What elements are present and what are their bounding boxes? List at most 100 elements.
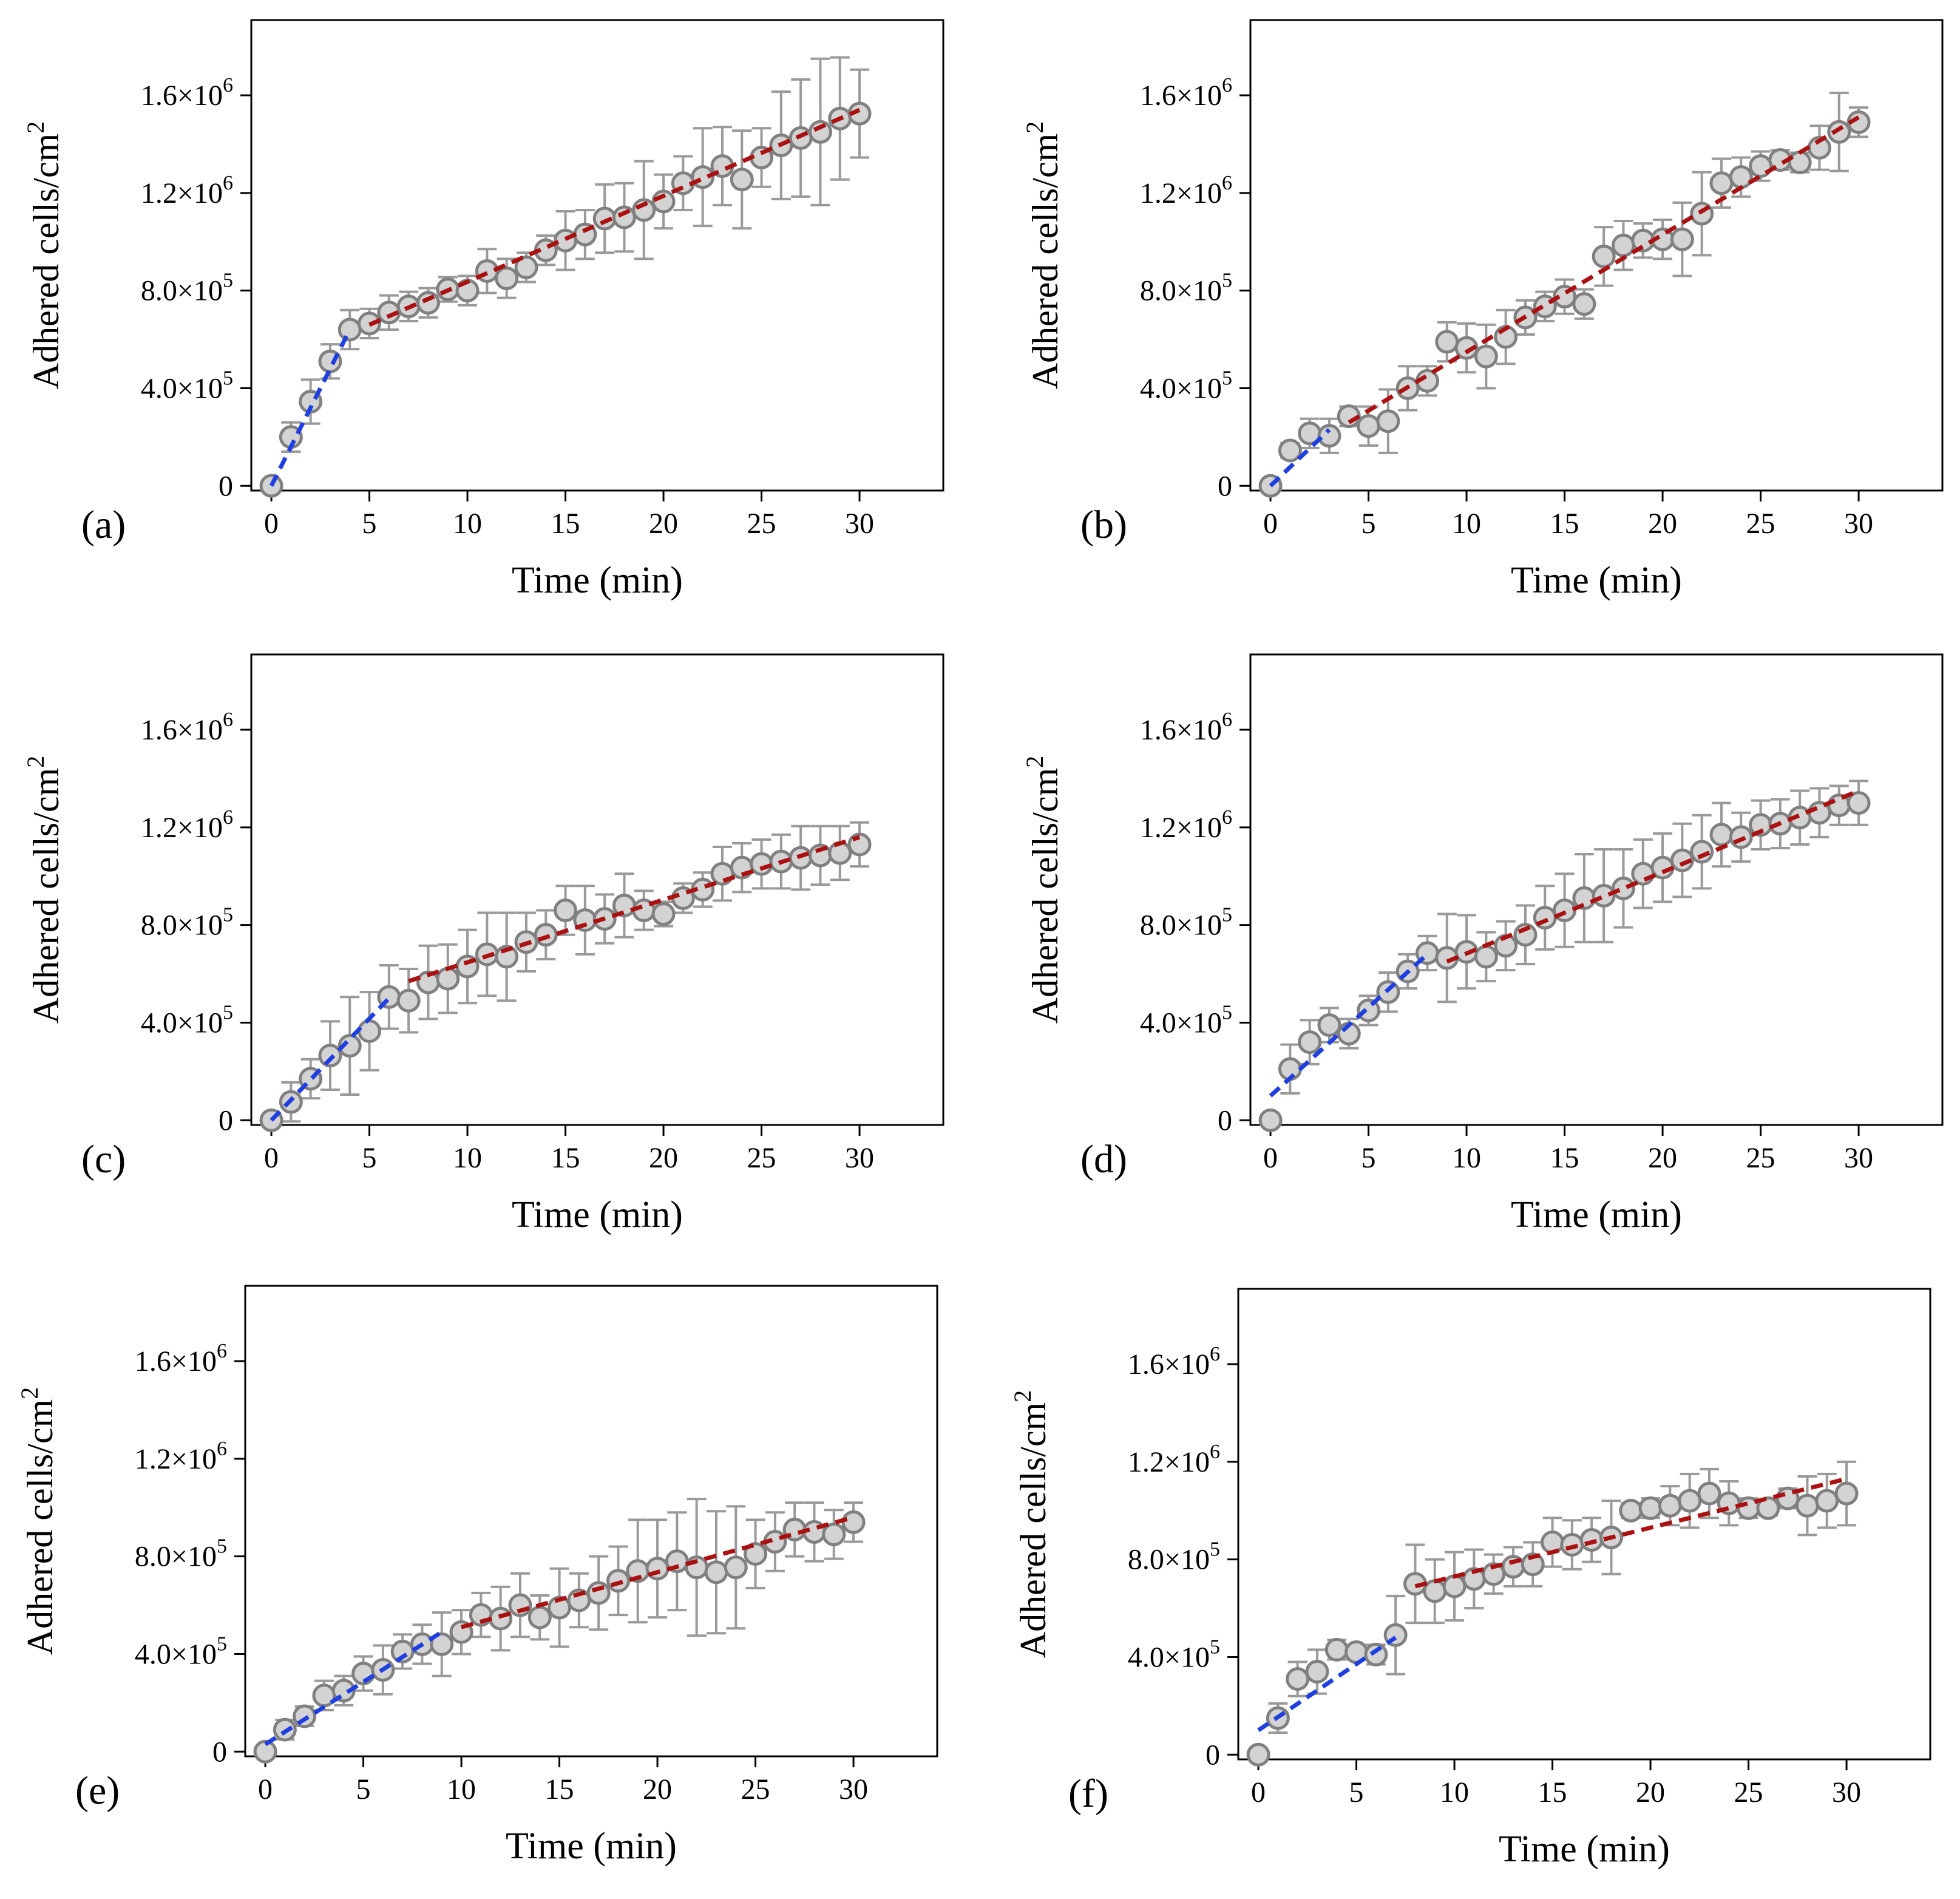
- y-tick-base: 1.2×10: [1140, 177, 1222, 209]
- y-tick-label: 0: [1218, 1104, 1232, 1136]
- data-point: [1442, 1574, 1467, 1598]
- y-axis-label: Adhered cells/cm2: [1021, 121, 1065, 390]
- y-axis-label-text: Adhered cells/cm: [1013, 1402, 1053, 1659]
- data-point: [612, 205, 636, 229]
- y-tick-label: 4.0×105: [1140, 1001, 1232, 1039]
- data-point: [253, 1739, 277, 1764]
- data-point: [1286, 1667, 1310, 1691]
- x-axis-label: Time (min): [1511, 1194, 1682, 1235]
- x-tick-label: 15: [551, 1142, 580, 1174]
- data-point: [337, 1034, 362, 1058]
- data-point: [822, 1522, 846, 1546]
- y-tick-base: 0: [219, 1104, 233, 1136]
- x-tick-label: 20: [649, 1142, 678, 1174]
- y-tick-exponent: 5: [223, 367, 233, 389]
- y-tick-base: 1.6×10: [1140, 714, 1222, 746]
- data-point: [1474, 344, 1498, 369]
- data-point: [592, 206, 617, 231]
- y-tick-base: 8.0×10: [1140, 275, 1222, 307]
- y-tick-label: 1.2×106: [141, 172, 233, 209]
- y-axis-label-text: Adhered cells/cm: [1025, 768, 1065, 1024]
- y-tick-exponent: 6: [223, 806, 233, 829]
- plot-frame: [1249, 653, 1944, 1126]
- x-tick-label: 25: [1746, 1142, 1775, 1174]
- data-point: [1697, 1481, 1721, 1506]
- y-tick-base: 0: [1206, 1739, 1220, 1771]
- y-tick-base: 0: [212, 1736, 227, 1768]
- data-point: [1756, 1496, 1780, 1520]
- data-point: [1572, 292, 1596, 316]
- y-tick-label: 1.6×106: [135, 1340, 227, 1378]
- y-tick-base: 8.0×10: [1140, 909, 1222, 942]
- y-tick-exponent: 6: [223, 708, 233, 731]
- x-tick-label: 20: [649, 508, 678, 540]
- plot-frame: [250, 19, 944, 492]
- fit-line-initial: [1269, 953, 1429, 1098]
- y-tick-base: 8.0×10: [1128, 1544, 1210, 1576]
- y-tick-exponent: 6: [217, 1340, 227, 1362]
- data-point: [828, 841, 852, 865]
- y-tick-exponent: 6: [1222, 708, 1232, 731]
- data-point: [841, 1510, 866, 1534]
- data-point: [1246, 1742, 1270, 1767]
- data-point: [1474, 945, 1498, 969]
- y-tick-label: 0: [219, 1104, 233, 1136]
- y-tick-exponent: 5: [217, 1632, 227, 1655]
- x-tick-label: 10: [453, 1142, 482, 1174]
- data-point: [1670, 848, 1694, 872]
- y-tick-exponent: 6: [1222, 806, 1232, 829]
- chart-panel-d: 0 5 10 15 20 25 3004.0×1058.0×1051.2×1061.6×10…: [1021, 653, 1944, 1235]
- y-axis-label-superscript: 2: [16, 1387, 43, 1399]
- y-axis-label-text: Adhered cells/cm: [26, 768, 66, 1024]
- data-point: [1435, 330, 1459, 354]
- panel-label: (b): [1080, 503, 1127, 547]
- fit-line-later: [1414, 1476, 1847, 1589]
- y-tick-base: 1.2×10: [141, 177, 223, 209]
- data-point: [1423, 1579, 1447, 1603]
- y-tick-exponent: 5: [223, 270, 233, 292]
- plot-frame: [250, 653, 944, 1126]
- y-tick-exponent: 5: [217, 1535, 227, 1558]
- x-tick-label: 25: [1746, 508, 1775, 540]
- data-point: [527, 1605, 552, 1629]
- panel-label: (f): [1068, 1772, 1108, 1816]
- data-point: [1827, 120, 1851, 144]
- y-tick-label: 1.6×106: [141, 708, 233, 746]
- fit-line-later: [461, 1515, 855, 1629]
- y-tick-exponent: 6: [1210, 1441, 1220, 1463]
- x-tick-label: 30: [1844, 1142, 1873, 1174]
- data-point: [358, 1019, 382, 1044]
- y-tick-base: 1.2×10: [1128, 1446, 1210, 1478]
- y-tick-exponent: 5: [223, 1001, 233, 1024]
- y-tick-base: 8.0×10: [141, 909, 223, 942]
- data-point: [1619, 1498, 1643, 1523]
- x-tick-label: 5: [1361, 1142, 1376, 1174]
- y-tick-base: 4.0×10: [141, 372, 223, 404]
- chart-panel-c: 0 5 10 15 20 25 3004.0×1058.0×1051.2×1061.6×10…: [22, 653, 944, 1235]
- x-tick-label: 0: [264, 1142, 279, 1174]
- data-point: [1788, 151, 1812, 175]
- x-tick-label: 20: [1636, 1776, 1665, 1809]
- data-point: [1678, 1489, 1702, 1513]
- y-tick-label: 4.0×105: [1140, 367, 1232, 404]
- data-point: [651, 902, 676, 926]
- panel-label: (a): [81, 503, 126, 547]
- y-tick-label: 8.0×105: [1140, 270, 1232, 307]
- data-point: [436, 966, 460, 991]
- fit-line-later: [1446, 789, 1860, 964]
- data-point: [495, 267, 519, 291]
- y-tick-label: 1.6×106: [1140, 74, 1232, 112]
- y-tick-label: 1.2×106: [1140, 172, 1232, 209]
- data-point: [1592, 244, 1616, 268]
- data-point: [1258, 1108, 1283, 1132]
- y-tick-label: 4.0×105: [141, 367, 233, 404]
- x-tick-label: 20: [643, 1773, 672, 1806]
- y-tick-label: 8.0×105: [1128, 1538, 1220, 1576]
- y-axis-label-superscript: 2: [22, 121, 49, 134]
- y-tick-base: 1.6×10: [135, 1345, 217, 1378]
- chart-panel-e: 0 5 10 15 20 25 3004.0×1058.0×1051.2×1061.6×10…: [16, 1285, 938, 1867]
- data-point: [808, 120, 832, 144]
- y-axis-label-text: Adhered cells/cm: [20, 1399, 60, 1656]
- data-point: [514, 255, 538, 279]
- y-tick-base: 0: [1218, 470, 1232, 502]
